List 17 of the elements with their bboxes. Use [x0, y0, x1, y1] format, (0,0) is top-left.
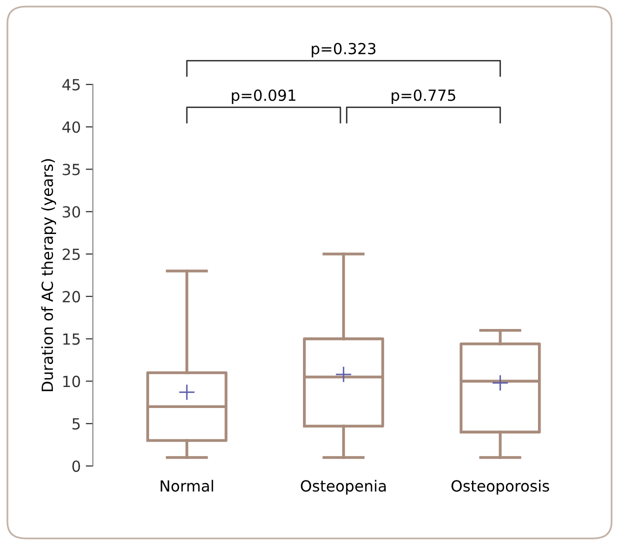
y-tick-label: 45 — [62, 79, 80, 90]
text: p=0.323 — [312, 42, 376, 58]
y-axis-title: Duration of AC therapy (years) — [41, 159, 56, 392]
x-tick-label: Osteopenia — [300, 480, 386, 495]
y-tick-label: 10 — [63, 376, 80, 388]
y-tick-label: 0 — [72, 460, 80, 472]
y-tick-label: 20 — [62, 290, 80, 302]
y-tick-label: 5 — [72, 418, 80, 430]
annotation: p=0.775 — [392, 89, 456, 104]
x-tick-label: Osteoporosis — [451, 480, 550, 495]
y-tick-label: 30 — [62, 206, 80, 218]
y-tick-label: 40 — [62, 121, 80, 133]
y-tick-label: 35 — [62, 164, 80, 176]
x-tick-label: Normal — [160, 480, 214, 492]
y-tick-label: 15 — [63, 333, 80, 345]
y-tick-label: 25 — [62, 248, 80, 260]
annotation: p=0.091 — [232, 89, 296, 104]
